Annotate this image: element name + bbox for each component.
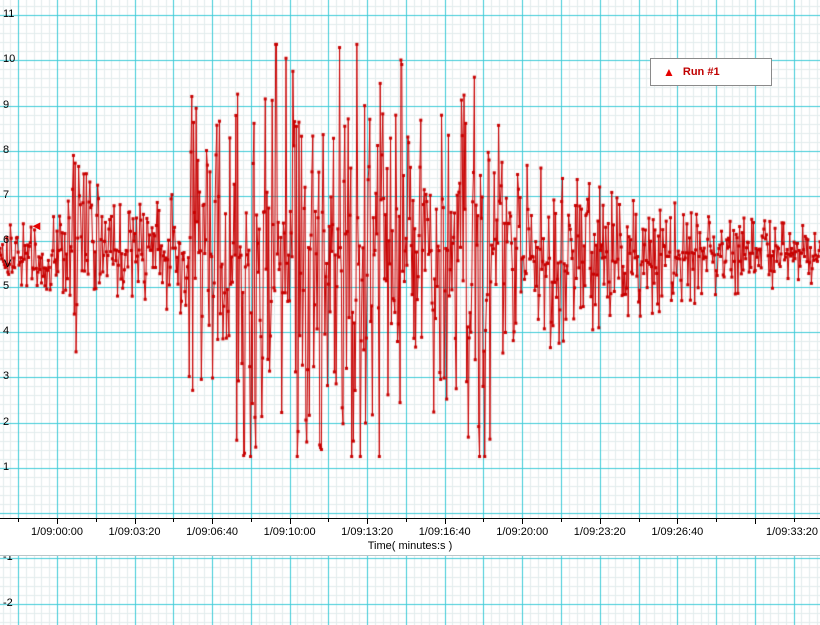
legend: ▲ Run #1	[650, 58, 772, 86]
x-tick-label: 1/09:26:40	[632, 526, 723, 538]
x-axis-tick	[755, 519, 756, 524]
x-axis-tick	[406, 519, 407, 522]
trigger-level-marker-icon[interactable]: ◄	[30, 217, 43, 233]
y-tick-label: 8	[3, 143, 10, 156]
y-tick-label: 7	[3, 189, 10, 202]
x-tick-label: 1/09:00:00	[11, 526, 102, 538]
x-tick-label: 1/09:23:20	[554, 526, 645, 538]
y-tick-label: 9	[3, 98, 10, 111]
x-axis-tick	[483, 519, 484, 522]
y-tick-label: -2	[3, 596, 13, 609]
y-tick-label: 6	[3, 234, 10, 247]
y-tick-label: 1	[3, 460, 10, 473]
x-axis-tick	[212, 519, 213, 524]
x-tick-label: 1/09:13:20	[322, 526, 413, 538]
run-marker-triangle-icon: ▲	[663, 65, 675, 79]
y-tick-label: 10	[3, 53, 16, 66]
x-axis-tick	[18, 519, 19, 522]
time-axis[interactable]: Time( minutes:s ) 1/09:00:00 1/09:03:20 1/…	[0, 518, 820, 556]
x-axis-tick	[57, 519, 58, 524]
y-tick-label: 3	[3, 370, 10, 383]
x-tick-label: 1/09:10:00	[244, 526, 335, 538]
y-tick-label: 2	[3, 415, 10, 428]
x-tick-label: 1/09:06:40	[167, 526, 258, 538]
x-axis-tick	[522, 519, 523, 524]
x-axis-tick	[251, 519, 252, 522]
x-tick-label: 1/09:03:20	[89, 526, 180, 538]
x-axis-tick	[600, 519, 601, 524]
x-axis-tick	[135, 519, 136, 524]
x-tick-label: 1/09:16:40	[399, 526, 490, 538]
x-axis-tick	[639, 519, 640, 522]
x-tick-label: 1/09:20:00	[477, 526, 568, 538]
x-axis-tick	[445, 519, 446, 524]
x-tick-label: 1/09:33:20	[728, 526, 818, 538]
x-axis-title: Time( minutes:s )	[367, 540, 453, 552]
x-axis-tick	[290, 519, 291, 524]
legend-label: Run #1	[682, 66, 720, 78]
x-axis-tick	[677, 519, 678, 524]
y-tick-label: 4	[3, 324, 10, 337]
y-tick-label: -1	[3, 551, 13, 564]
x-axis-tick	[716, 519, 717, 522]
x-axis-tick	[367, 519, 368, 524]
y-tick-label: 5	[3, 279, 10, 292]
y-tick-label: 11	[3, 7, 15, 20]
x-axis-tick	[173, 519, 174, 522]
x-axis-tick	[794, 519, 795, 522]
x-axis-tick	[96, 519, 97, 522]
x-axis-tick	[561, 519, 562, 522]
y-axis-unit-label: V	[4, 258, 12, 270]
x-axis-tick	[328, 519, 329, 522]
